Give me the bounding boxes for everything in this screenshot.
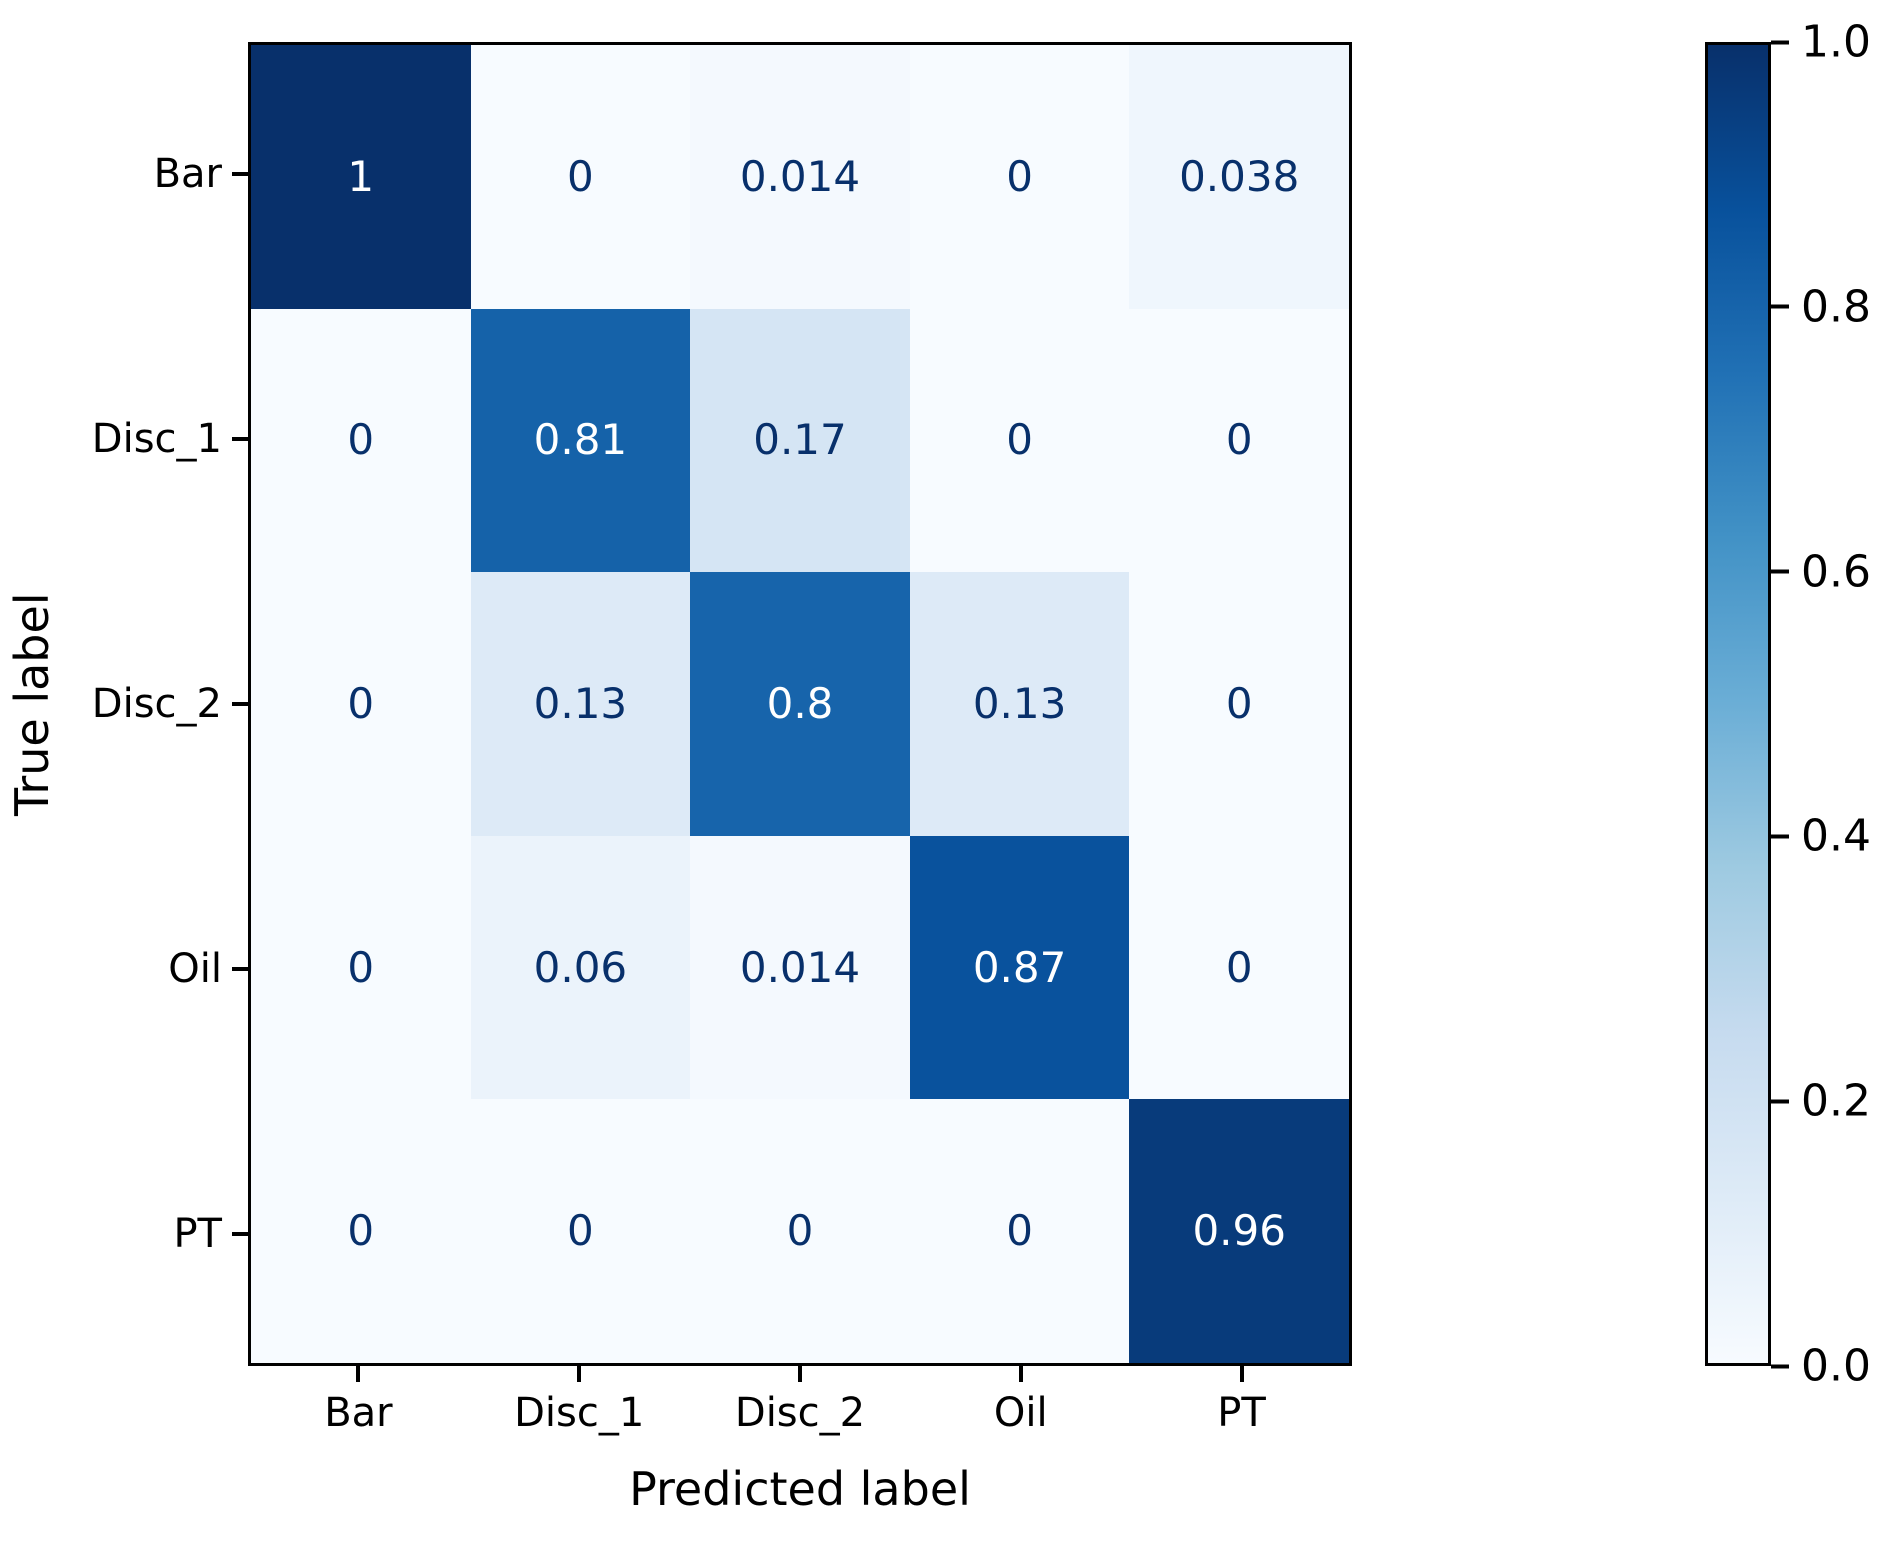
colorbar (1705, 42, 1771, 1366)
x-tick: Oil (910, 1366, 1131, 1436)
y-tick-label: Oil (168, 945, 222, 992)
y-tick: Disc_1 (0, 307, 248, 572)
x-tick-mark (1018, 1366, 1023, 1382)
y-tick: Bar (0, 42, 248, 307)
matrix-cell: 0.038 (1129, 45, 1349, 309)
x-tick-label: Disc_1 (514, 1390, 645, 1436)
x-tick-label: Oil (993, 1390, 1048, 1436)
matrix-cell: 0.13 (470, 572, 691, 836)
colorbar-ticks: 0.0 0.2 0.4 0.6 0.8 1.0 (1771, 17, 1901, 1392)
y-tick-label: Bar (153, 151, 222, 198)
colorbar-tick-mark (1771, 40, 1789, 44)
matrix-cell: 0 (251, 1099, 471, 1363)
colorbar-tick: 0.2 (1771, 1076, 1871, 1127)
x-tick: PT (1131, 1366, 1352, 1436)
y-tick-mark (232, 701, 248, 706)
x-tick-label: Bar (324, 1390, 393, 1436)
heatmap-grid: 1 0 0.014 0 0.038 0 0.81 0.17 0 0 0 0.13 0.8 0.13 0 0 0.… (248, 42, 1352, 1366)
x-tick-mark (1239, 1366, 1244, 1382)
matrix-cell: 0 (909, 45, 1130, 309)
x-tick-label: Disc_2 (734, 1390, 866, 1436)
matrix-cell: 0.81 (470, 308, 691, 573)
matrix-cell: 0 (251, 835, 471, 1100)
x-tick-mark (797, 1366, 802, 1382)
matrix-cell: 0 (470, 45, 691, 309)
colorbar-tick-label: 0.0 (1801, 1340, 1871, 1392)
matrix-cell: 0.8 (690, 572, 910, 836)
y-tick-mark (232, 1231, 248, 1236)
colorbar-tick-label: 0.8 (1801, 281, 1871, 333)
matrix-cell: 0.06 (470, 835, 691, 1100)
colorbar-tick-mark (1771, 304, 1789, 309)
colorbar-tick: 0.0 (1771, 1341, 1871, 1392)
x-tick: Disc_2 (690, 1366, 911, 1436)
colorbar-tick-label: 1.0 (1801, 16, 1871, 68)
matrix-cell: 1 (251, 45, 471, 309)
y-tick-label: PT (173, 1210, 222, 1257)
x-tick: Bar (248, 1366, 469, 1436)
matrix-cell: 0 (1129, 835, 1349, 1100)
colorbar-tick-label: 0.2 (1801, 1075, 1871, 1127)
x-tick-label: PT (1217, 1390, 1266, 1436)
matrix-cell: 0.014 (690, 835, 910, 1100)
colorbar-tick-mark (1771, 569, 1789, 574)
matrix-cell: 0 (1129, 572, 1349, 836)
matrix-cell: 0.13 (909, 572, 1130, 836)
colorbar-tick: 1.0 (1771, 17, 1871, 68)
colorbar-tick-label: 0.4 (1801, 810, 1871, 862)
colorbar-tick-mark (1771, 1099, 1789, 1104)
y-tick-mark (232, 437, 248, 442)
matrix-cell: 0 (251, 308, 471, 573)
matrix-cell: 0 (909, 1099, 1130, 1363)
matrix-cell: 0.014 (690, 45, 910, 309)
y-tick: PT (0, 1101, 248, 1366)
x-tick: Disc_1 (469, 1366, 690, 1436)
colorbar-tick: 0.4 (1771, 811, 1871, 862)
x-axis-label: Predicted label (629, 1462, 971, 1516)
colorbar-tick-mark (1771, 834, 1789, 839)
matrix-cell: 0.17 (690, 308, 910, 573)
colorbar-tick-label: 0.6 (1801, 546, 1871, 598)
matrix-cell: 0 (1129, 308, 1349, 573)
y-tick-label: Disc_2 (91, 680, 222, 727)
x-tick-mark (577, 1366, 582, 1382)
colorbar-tick-mark (1771, 1364, 1789, 1368)
y-tick-mark (232, 966, 248, 971)
x-tick-mark (356, 1366, 361, 1382)
matrix-cell: 0 (909, 308, 1130, 573)
y-axis-ticks: Bar Disc_1 Disc_2 Oil PT (0, 42, 248, 1366)
matrix-cell: 0.87 (909, 835, 1130, 1100)
colorbar-tick: 0.8 (1771, 281, 1871, 332)
y-tick: Oil (0, 836, 248, 1101)
x-axis-ticks: Bar Disc_1 Disc_2 Oil PT (248, 1366, 1352, 1436)
matrix-cell: 0 (251, 572, 471, 836)
matrix-cell: 0.96 (1129, 1099, 1349, 1363)
y-tick: Disc_2 (0, 572, 248, 837)
y-tick-label: Disc_1 (91, 416, 222, 463)
y-tick-mark (232, 172, 248, 177)
matrix-cell: 0 (690, 1099, 910, 1363)
matrix-cell: 0 (470, 1099, 691, 1363)
colorbar-tick: 0.6 (1771, 546, 1871, 597)
